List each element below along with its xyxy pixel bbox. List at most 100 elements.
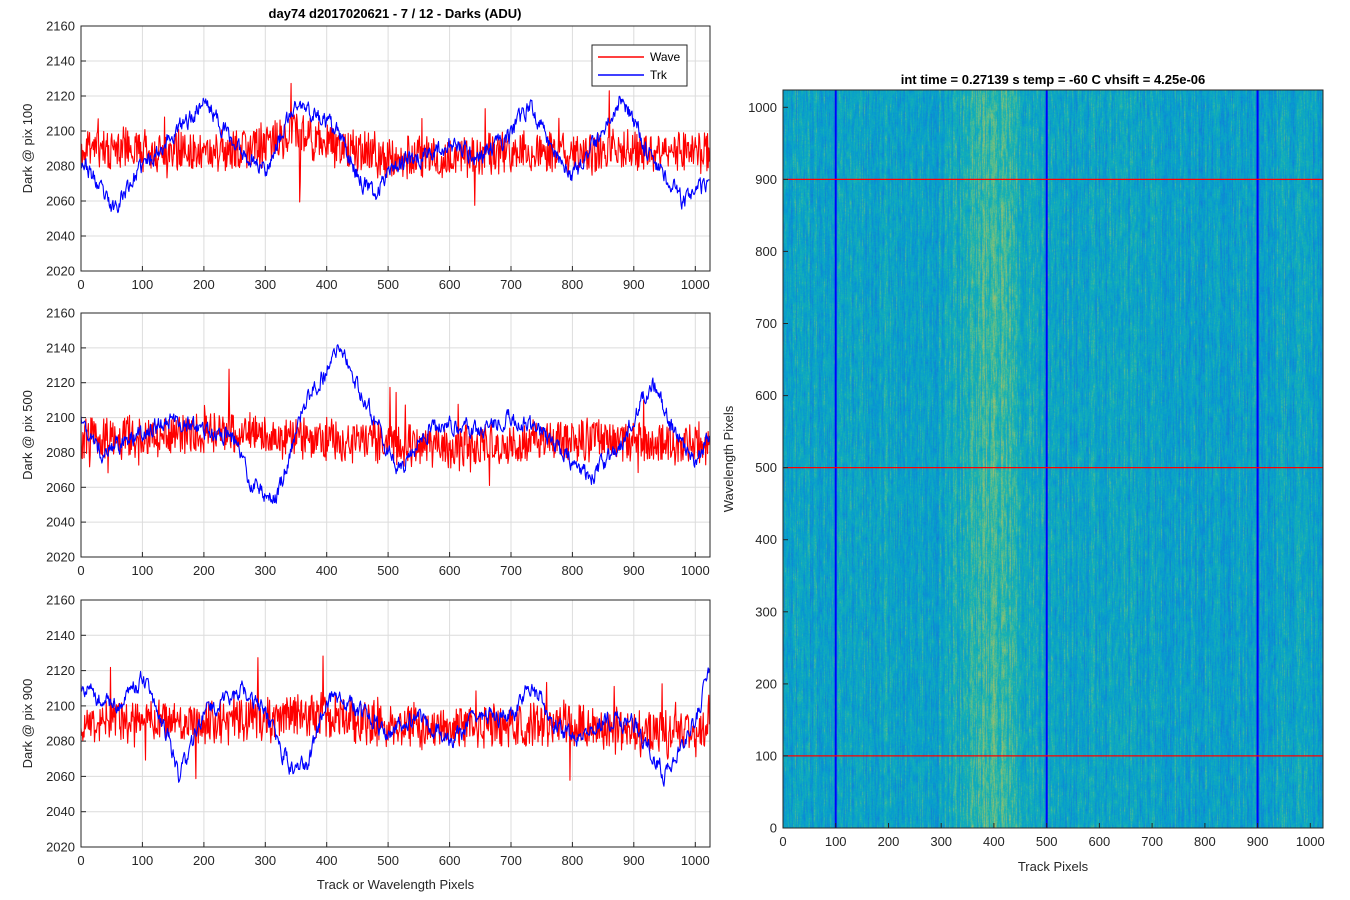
y-tick-label: 2160 <box>46 593 75 608</box>
y-tick-label: 400 <box>755 532 777 547</box>
heatmap-image <box>783 90 1323 828</box>
x-tick-label: 600 <box>439 853 461 868</box>
y-axis-label: Dark @ pix 900 <box>20 679 35 769</box>
plot-pix-100: 0 100 200 300 400 500 600 700 800 900 1000 2020 204… <box>20 19 711 292</box>
y-tick-label: 2120 <box>46 89 75 104</box>
y-tick-label: 2060 <box>46 480 75 495</box>
x-tick-labels: 0 100 200 300 400 500 600 700 800 900 1000 <box>77 563 709 578</box>
x-tick-label: 0 <box>779 834 786 849</box>
y-axis-label: Dark @ pix 100 <box>20 104 35 194</box>
y-tick-label: 600 <box>755 388 777 403</box>
x-tick-label: 500 <box>377 563 399 578</box>
figure-title: day74 d2017020621 - 7 / 12 - Darks (ADU) <box>269 6 522 21</box>
y-tick-label: 900 <box>755 172 777 187</box>
y-tick-label: 2140 <box>46 54 75 69</box>
x-tick-label: 700 <box>500 853 522 868</box>
y-tick-label: 2100 <box>46 124 75 139</box>
x-tick-label: 800 <box>562 563 584 578</box>
heatmap-title: int time = 0.27139 s temp = -60 C vhsift… <box>901 72 1206 87</box>
legend-entry-trk: Trk <box>650 68 668 82</box>
series-line-wave <box>80 655 710 781</box>
y-tick-label: 2160 <box>46 19 75 34</box>
x-tick-label: 500 <box>1036 834 1058 849</box>
x-tick-label: 1000 <box>681 853 710 868</box>
y-tick-label: 2040 <box>46 229 75 244</box>
x-tick-label: 600 <box>1089 834 1111 849</box>
series-layer <box>80 344 710 504</box>
series-line-trk <box>80 667 710 787</box>
heatmap-panel: int time = 0.27139 s temp = -60 C vhsift… <box>721 72 1325 874</box>
x-tick-label: 800 <box>562 277 584 292</box>
y-tick-label: 1000 <box>748 100 777 115</box>
x-tick-label: 500 <box>377 277 399 292</box>
y-tick-label: 2100 <box>46 410 75 425</box>
y-tick-label: 2140 <box>46 628 75 643</box>
x-tick-label: 400 <box>316 563 338 578</box>
x-tick-label: 100 <box>132 853 154 868</box>
x-tick-label: 1000 <box>681 277 710 292</box>
x-tick-label: 0 <box>77 563 84 578</box>
y-tick-label: 2100 <box>46 698 75 713</box>
x-tick-label: 600 <box>439 563 461 578</box>
x-tick-label: 900 <box>623 277 645 292</box>
y-tick-label: 2020 <box>46 264 75 279</box>
y-tick-label: 2060 <box>46 194 75 209</box>
x-tick-label: 100 <box>132 277 154 292</box>
y-tick-label: 2040 <box>46 515 75 530</box>
x-tick-label: 200 <box>193 563 215 578</box>
y-axis-label: Wavelength Pixels <box>721 405 736 512</box>
legend-box <box>591 44 688 87</box>
series-line-wave <box>80 82 710 206</box>
x-tick-labels: 0 100 200 300 400 500 600 700 800 900 1000 <box>779 823 1325 849</box>
y-tick-label: 100 <box>755 748 777 763</box>
x-tick-label: 200 <box>878 834 900 849</box>
y-tick-label: 700 <box>755 316 777 331</box>
y-tick-label: 2040 <box>46 804 75 819</box>
y-tick-label: 2060 <box>46 769 75 784</box>
series-layer <box>80 82 710 214</box>
y-tick-label: 2120 <box>46 375 75 390</box>
x-tick-label: 900 <box>623 563 645 578</box>
x-tick-label: 300 <box>254 277 276 292</box>
y-tick-label: 2020 <box>46 550 75 565</box>
y-tick-label: 2080 <box>46 159 75 174</box>
y-axis-label: Dark @ pix 500 <box>20 390 35 480</box>
y-tick-label: 200 <box>755 676 777 691</box>
y-tick-label: 2080 <box>46 734 75 749</box>
y-tick-labels: 2020 2040 2060 2080 2100 2120 2140 2160 <box>46 593 75 855</box>
x-tick-label: 200 <box>193 853 215 868</box>
y-tick-label: 300 <box>755 604 777 619</box>
x-tick-label: 900 <box>623 853 645 868</box>
y-tick-labels: 2020 2040 2060 2080 2100 2120 2140 2160 <box>46 306 75 565</box>
x-tick-label: 500 <box>377 853 399 868</box>
series-layer <box>80 655 710 787</box>
axes-box <box>80 312 711 558</box>
y-tick-labels: 2020 2040 2060 2080 2100 2120 2140 2160 <box>46 19 75 279</box>
x-tick-label: 400 <box>316 277 338 292</box>
x-tick-label: 1000 <box>681 563 710 578</box>
axes-box <box>782 89 1324 829</box>
y-tick-labels: 0 100 200 300 400 500 600 700 800 900 1000 <box>748 100 788 836</box>
plot-pix-500: 0 100 200 300 400 500 600 700 800 900 1000 2020 204… <box>20 306 711 578</box>
legend-entry-wave: Wave <box>650 50 681 64</box>
y-tick-label: 800 <box>755 244 777 259</box>
x-tick-label: 300 <box>254 853 276 868</box>
x-axis-label: Track Pixels <box>1018 859 1089 874</box>
x-tick-label: 400 <box>983 834 1005 849</box>
x-tick-label: 200 <box>193 277 215 292</box>
x-tick-label: 600 <box>439 277 461 292</box>
x-tick-label: 300 <box>254 563 276 578</box>
x-tick-label: 0 <box>77 853 84 868</box>
y-tick-label: 2140 <box>46 340 75 355</box>
y-tick-label: 2080 <box>46 445 75 460</box>
x-tick-label: 400 <box>316 853 338 868</box>
y-tick-label: 2020 <box>46 840 75 855</box>
x-tick-label: 800 <box>1194 834 1216 849</box>
x-tick-label: 700 <box>500 563 522 578</box>
axes-box <box>80 25 711 272</box>
x-axis-label: Track or Wavelength Pixels <box>317 877 475 892</box>
x-tick-labels: 0 100 200 300 400 500 600 700 800 900 1000 <box>77 277 709 292</box>
y-tick-label: 2120 <box>46 663 75 678</box>
legend: Wave Trk <box>591 44 688 87</box>
